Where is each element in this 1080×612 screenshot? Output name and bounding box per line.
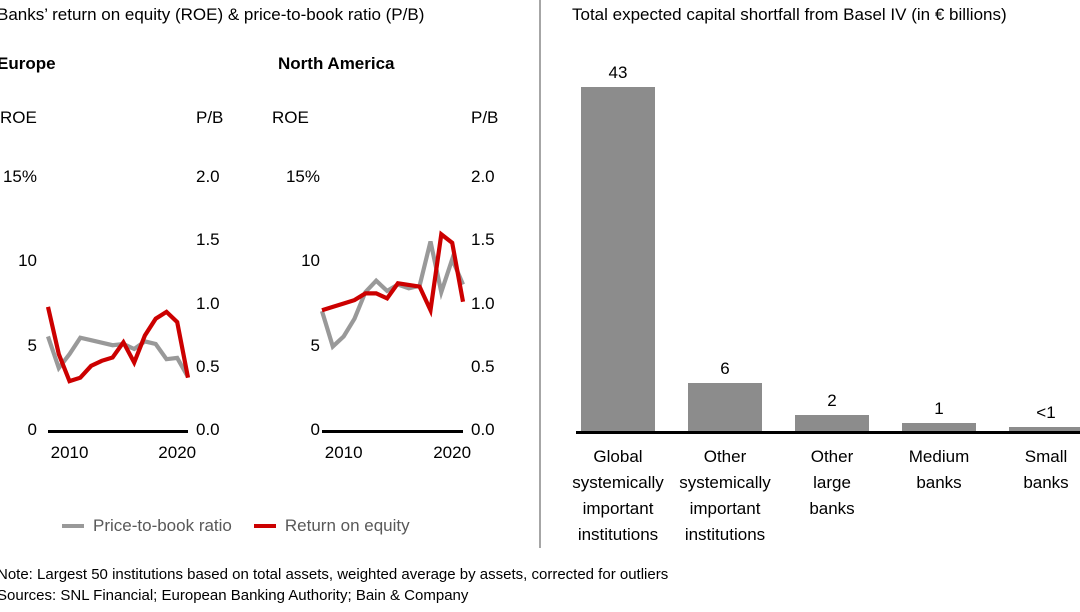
north-america-region-title: North America <box>278 54 395 73</box>
legend-label-price-to-book: Price-to-book ratio <box>93 516 232 535</box>
legend-swatch-price-to-book <box>62 524 84 528</box>
legend: Price-to-book ratio Return on equity <box>62 516 410 536</box>
europe-right-axis-label: P/B <box>196 108 224 127</box>
note-text: Note: Largest 50 institutions based on t… <box>0 566 669 583</box>
north-america-x-axis-line <box>322 430 463 433</box>
europe-left-axis-tick: 5 <box>27 335 37 355</box>
bar-value-label: 1 <box>934 399 944 418</box>
north-america-left-axis-label: ROE <box>272 108 309 127</box>
europe-left-axis-tick: 10 <box>18 251 37 271</box>
bar-2 <box>795 415 869 431</box>
europe-right-axis-tick: 2.0 <box>196 167 220 186</box>
europe-roe-line <box>45 306 191 384</box>
europe-x-axis-tick: 2020 <box>158 443 197 462</box>
bar-1 <box>688 383 762 431</box>
europe-left-axis-label: ROE <box>0 108 37 127</box>
legend-label-return-on-equity: Return on equity <box>284 516 410 535</box>
bar-value-label: 2 <box>827 391 837 410</box>
north-america-pb-line <box>319 240 465 351</box>
europe-right-axis-tick: 1.5 <box>196 230 220 250</box>
europe-left-axis-tick: 0 <box>27 420 37 439</box>
north-america-left-axis-tick: 0 <box>310 420 320 439</box>
north-america-right-axis-tick: 1.0 <box>471 293 495 313</box>
europe-pb-line <box>46 335 190 378</box>
bar-value-label: 6 <box>720 359 730 378</box>
bar-chart-baseline <box>576 431 1080 434</box>
north-america-right-axis-tick: 1.5 <box>471 230 495 250</box>
north-america-right-axis-tick: 2.0 <box>471 167 495 186</box>
north-america-left-axis-tick: 15% <box>285 167 320 186</box>
north-america-right-axis-tick: 0.0 <box>471 420 495 439</box>
left-panel-title: Banks’ return on equity (ROE) & price-to… <box>0 5 425 24</box>
legend-swatch-return-on-equity <box>253 524 276 528</box>
north-america-left-axis-tick: 5 <box>310 335 320 355</box>
bar-value-label: 43 <box>608 63 628 82</box>
north-america-right-axis-tick: 0.5 <box>471 356 495 376</box>
bar-category-label: Global systemically important institutio… <box>572 447 664 544</box>
bar-category-label: Small banks <box>1023 447 1069 492</box>
north-america-roe-line <box>321 230 466 318</box>
north-america-left-axis-tick: 10 <box>301 251 320 271</box>
bar-category-label: Other systemically important institution… <box>679 447 771 544</box>
europe-x-axis-tick: 2010 <box>50 443 89 462</box>
north-america-x-axis-tick: 2010 <box>324 443 363 462</box>
europe-right-axis-tick: 0.5 <box>196 356 220 376</box>
europe-region-title: Europe <box>0 54 56 73</box>
right-panel-title: Total expected capital shortfall from Ba… <box>572 5 1007 24</box>
bar-4 <box>1009 427 1080 431</box>
europe-x-axis-line <box>48 430 188 433</box>
bar-value-label: <1 <box>1036 403 1056 422</box>
bar-3 <box>902 423 976 431</box>
sources-text: Sources: SNL Financial; European Banking… <box>0 587 469 604</box>
north-america-x-axis-tick: 2020 <box>433 443 472 462</box>
europe-left-axis-tick: 15% <box>2 167 37 186</box>
panel-divider <box>539 0 541 548</box>
bar-category-label: Medium banks <box>908 447 970 492</box>
bar-0 <box>581 87 655 431</box>
north-america-right-axis-label: P/B <box>471 108 499 127</box>
bar-category-label: Other large banks <box>809 447 855 518</box>
europe-right-axis-tick: 1.0 <box>196 293 220 313</box>
europe-right-axis-tick: 0.0 <box>196 420 220 439</box>
